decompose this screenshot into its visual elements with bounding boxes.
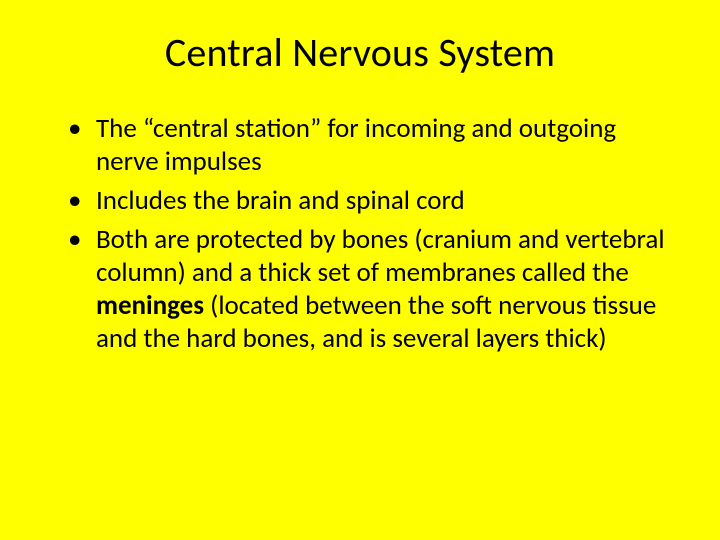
bullet-text: Both are protected by bones (cranium and… bbox=[96, 223, 665, 355]
plain-text: Both are protected by bones (cranium and… bbox=[96, 223, 665, 289]
bullet-item: Both are protected by bones (cranium and… bbox=[68, 224, 672, 356]
bullet-item: Includes the brain and spinal cord bbox=[68, 185, 672, 218]
bullet-list: The “central station” for incoming and o… bbox=[68, 113, 672, 356]
bullet-text: The “central station” for incoming and o… bbox=[96, 112, 616, 178]
bullet-item: The “central station” for incoming and o… bbox=[68, 113, 672, 179]
bullet-text: Includes the brain and spinal cord bbox=[96, 184, 465, 217]
plain-text: The “central station” for incoming and o… bbox=[96, 112, 616, 178]
plain-text: Includes the brain and spinal cord bbox=[96, 184, 465, 217]
slide: Central Nervous System The “central stat… bbox=[0, 0, 720, 540]
bold-text: meninges bbox=[96, 289, 204, 322]
slide-title: Central Nervous System bbox=[48, 28, 672, 77]
